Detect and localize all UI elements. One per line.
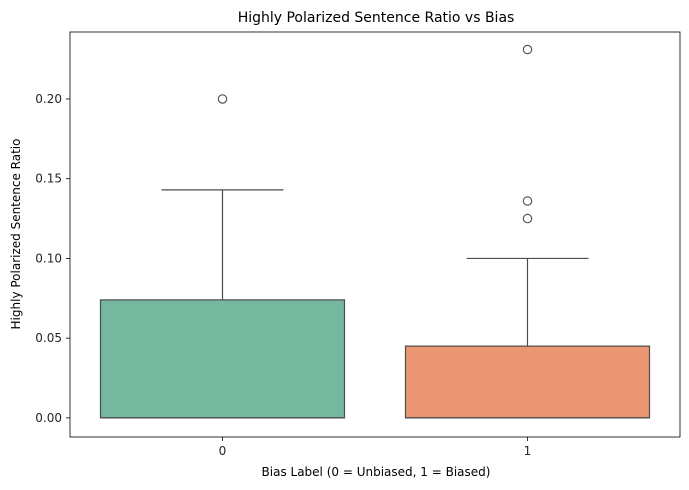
x-axis-label: Bias Label (0 = Unbiased, 1 = Biased) (262, 465, 491, 479)
x-tick-label: 1 (524, 444, 532, 458)
y-tick-label: 0.10 (35, 251, 62, 265)
y-tick-label: 0.05 (35, 331, 62, 345)
x-tick-label: 0 (219, 444, 227, 458)
outlier-point (217, 94, 228, 104)
box-1 (404, 345, 651, 419)
y-tick-label: 0.20 (35, 92, 62, 106)
plot-area: 0.00 0.05 0.10 0.15 0.20 0 1 (35, 44, 651, 458)
box-0 (99, 299, 346, 419)
y-tick-label: 0.00 (35, 411, 62, 425)
outlier-point (522, 196, 533, 206)
y-tick-label: 0.15 (35, 172, 62, 186)
chart-title: Highly Polarized Sentence Ratio vs Bias (238, 10, 515, 26)
outlier-point (522, 44, 533, 55)
y-axis-label: Highly Polarized Sentence Ratio (9, 139, 23, 330)
plot-frame (69, 31, 681, 438)
outlier-point (522, 213, 533, 224)
